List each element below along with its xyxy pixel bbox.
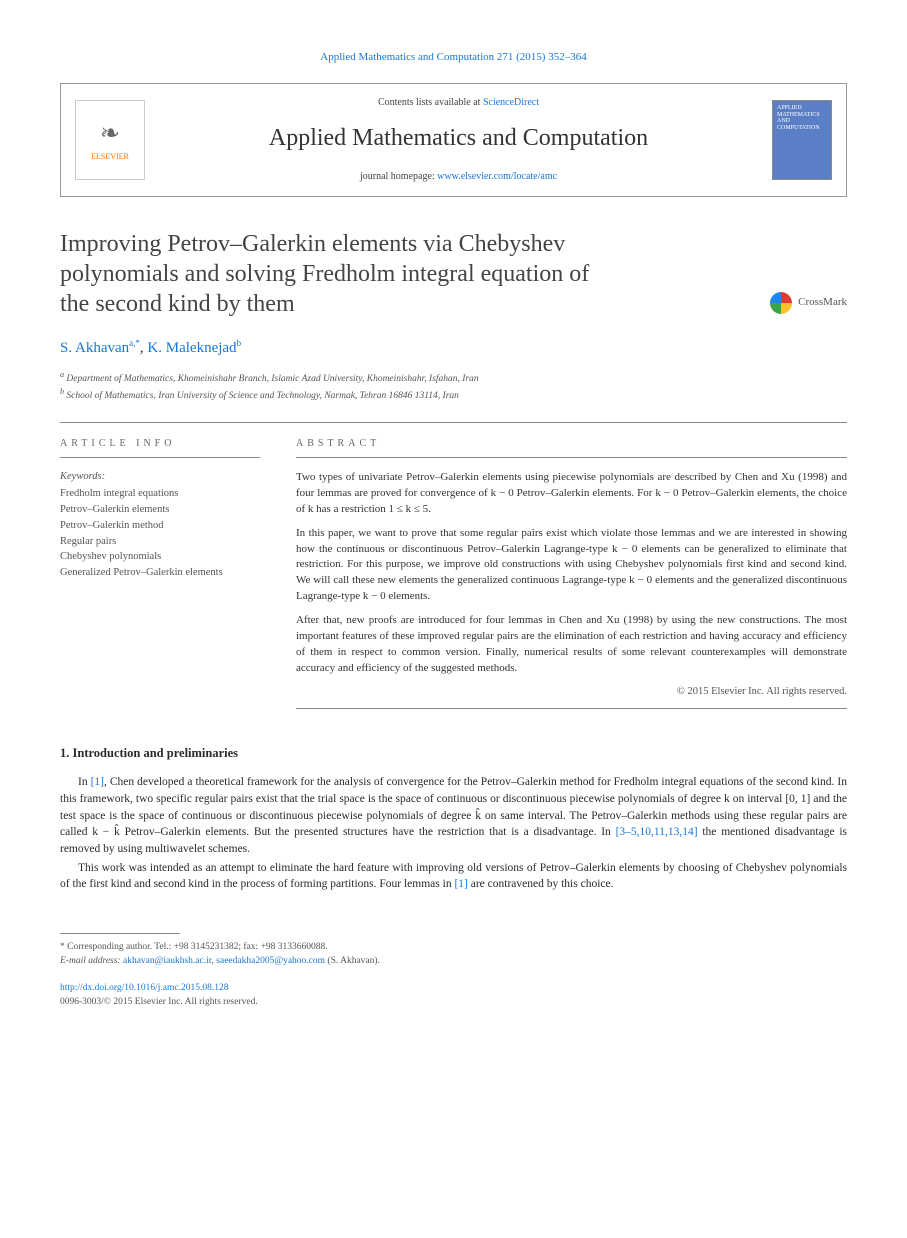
contents-prefix: Contents lists available at xyxy=(378,97,483,108)
intro-p1: In [1], Chen developed a theoretical fra… xyxy=(60,774,847,857)
author-1-sup: a,* xyxy=(129,338,140,348)
abstract-text: Two types of univariate Petrov–Galerkin … xyxy=(296,470,847,677)
crossmark-icon xyxy=(770,292,792,314)
journal-cover-thumb: APPLIED MATHEMATICS AND COMPUTATION xyxy=(772,100,832,180)
elsevier-logo: ❧ ELSEVIER xyxy=(75,100,145,180)
abstract-p3: After that, new proofs are introduced fo… xyxy=(296,613,847,677)
ref-link-1b[interactable]: [1] xyxy=(454,878,467,890)
crossmark-label: CrossMark xyxy=(798,295,847,310)
abstract-heading: ABSTRACT xyxy=(296,437,847,458)
affiliation-b-text: School of Mathematics, Iran University o… xyxy=(66,392,459,402)
doi-link[interactable]: http://dx.doi.org/10.1016/j.amc.2015.08.… xyxy=(60,983,228,993)
email-person: (S. Akhavan). xyxy=(325,956,380,966)
article-info-col: ARTICLE INFO Keywords: Fredholm integral… xyxy=(60,437,260,709)
abstract-copyright: © 2015 Elsevier Inc. All rights reserved… xyxy=(296,685,847,700)
keywords-label: Keywords: xyxy=(60,470,260,485)
author-1[interactable]: S. Akhavan xyxy=(60,340,129,356)
abstract-col: ABSTRACT Two types of univariate Petrov–… xyxy=(296,437,847,709)
author-email-1[interactable]: akhavan@iaukhsh.ac.ir xyxy=(123,956,212,966)
keyword-item: Generalized Petrov–Galerkin elements xyxy=(60,565,260,581)
affiliation-b: b School of Mathematics, Iran University… xyxy=(60,386,847,403)
corresponding-author: * Corresponding author. Tel.: +98 314523… xyxy=(60,940,847,954)
elsevier-text: ELSEVIER xyxy=(91,151,129,162)
email-line: E-mail address: akhavan@iaukhsh.ac.ir, s… xyxy=(60,954,847,968)
author-line: S. Akhavana,*, K. Maleknejadb xyxy=(60,337,847,359)
affiliations: a Department of Mathematics, Khomeinisha… xyxy=(60,369,847,404)
keyword-item: Chebyshev polynomials xyxy=(60,549,260,565)
intro-p1a: In xyxy=(78,776,91,788)
sciencedirect-link[interactable]: ScienceDirect xyxy=(483,97,539,108)
author-2[interactable]: K. Maleknejad xyxy=(147,340,236,356)
footnote-rule xyxy=(60,933,180,934)
keyword-list: Fredholm integral equations Petrov–Galer… xyxy=(60,486,260,581)
intro-p2: This work was intended as an attempt to … xyxy=(60,860,847,893)
affiliation-a: a Department of Mathematics, Khomeinisha… xyxy=(60,369,847,386)
keyword-item: Petrov–Galerkin elements xyxy=(60,502,260,518)
homepage-link[interactable]: www.elsevier.com/locate/amc xyxy=(437,171,557,182)
intro-p2b: are contravened by this choice. xyxy=(468,878,614,890)
top-rule xyxy=(60,422,847,423)
article-info-heading: ARTICLE INFO xyxy=(60,437,260,458)
elsevier-tree-icon: ❧ xyxy=(100,118,120,152)
abstract-p2: In this paper, we want to prove that som… xyxy=(296,526,847,606)
journal-title: Applied Mathematics and Computation xyxy=(161,122,756,156)
info-abstract-row: ARTICLE INFO Keywords: Fredholm integral… xyxy=(60,437,847,709)
author-2-sup: b xyxy=(237,338,242,348)
intro-body: In [1], Chen developed a theoretical fra… xyxy=(60,774,847,893)
affiliation-a-text: Department of Mathematics, Khomeinishahr… xyxy=(66,374,478,384)
email-label: E-mail address: xyxy=(60,956,123,966)
journal-center: Contents lists available at ScienceDirec… xyxy=(161,96,756,184)
homepage-line: journal homepage: www.elsevier.com/locat… xyxy=(161,170,756,184)
section-1-heading: 1. Introduction and preliminaries xyxy=(60,745,847,763)
ref-link-group[interactable]: [3–5,10,11,13,14] xyxy=(616,826,698,838)
keyword-item: Regular pairs xyxy=(60,534,260,550)
ref-link-1[interactable]: [1] xyxy=(91,776,104,788)
issn-line: 0096-3003/© 2015 Elsevier Inc. All right… xyxy=(60,996,847,1009)
keyword-item: Fredholm integral equations xyxy=(60,486,260,502)
crossmark-badge[interactable]: CrossMark xyxy=(770,292,847,314)
abstract-p1: Two types of univariate Petrov–Galerkin … xyxy=(296,470,847,518)
citation-header: Applied Mathematics and Computation 271 … xyxy=(60,50,847,65)
contents-line: Contents lists available at ScienceDirec… xyxy=(161,96,756,110)
journal-banner: ❧ ELSEVIER Contents lists available at S… xyxy=(60,83,847,197)
author-email-2[interactable]: saeedakha2005@yahoo.com xyxy=(216,956,325,966)
abstract-bottom-rule xyxy=(296,708,847,709)
homepage-prefix: journal homepage: xyxy=(360,171,437,182)
keyword-item: Petrov–Galerkin method xyxy=(60,518,260,534)
article-title: Improving Petrov–Galerkin elements via C… xyxy=(60,229,620,319)
page-footer: http://dx.doi.org/10.1016/j.amc.2015.08.… xyxy=(60,982,847,1009)
footnotes: * Corresponding author. Tel.: +98 314523… xyxy=(60,940,847,969)
